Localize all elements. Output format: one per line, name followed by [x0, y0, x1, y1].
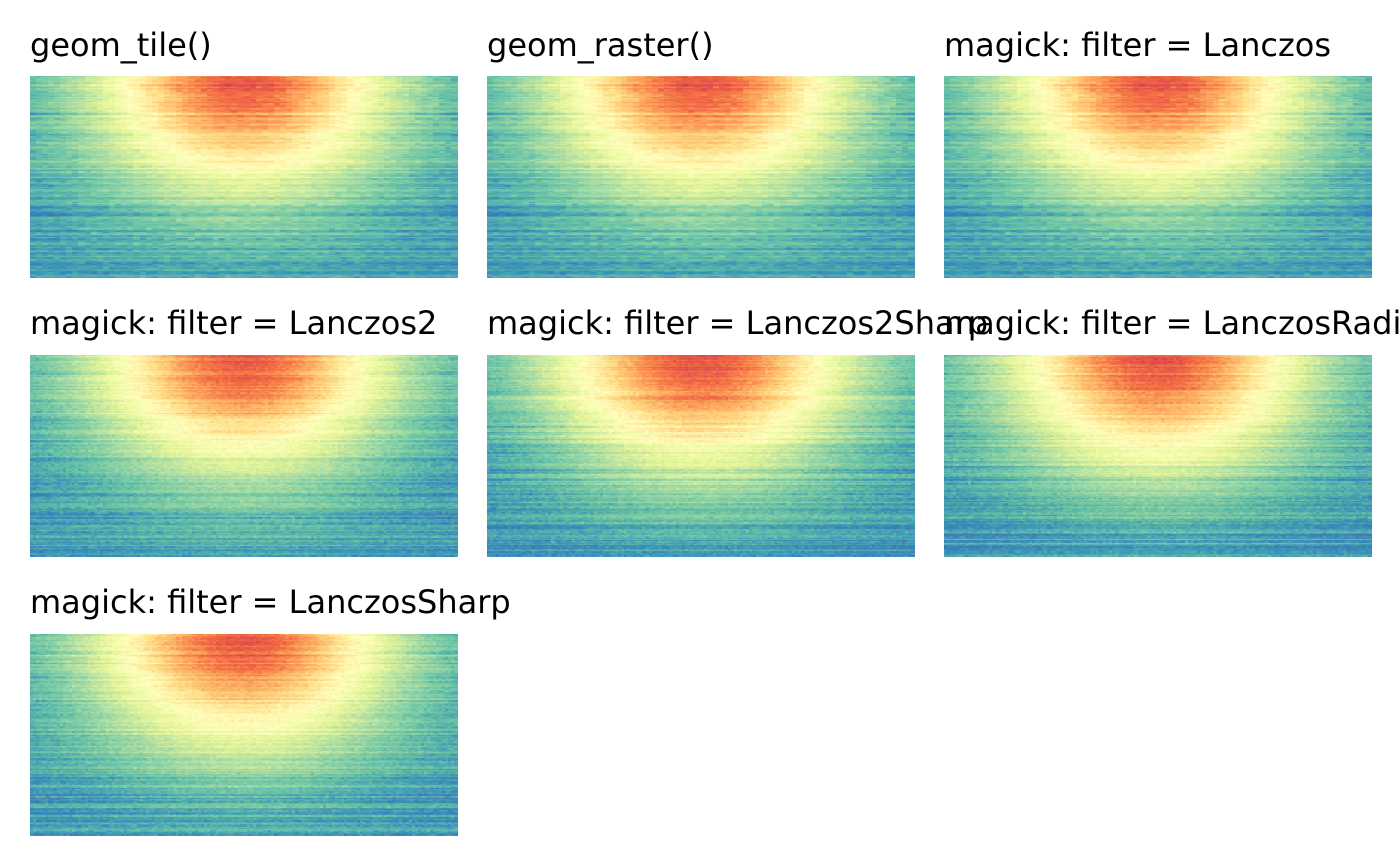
panel-title-geom-tile: geom_tile() [30, 26, 212, 64]
panel-title-lanczos2: magick: filter = Lanczos2 [30, 304, 438, 342]
panel-title-geom-raster: geom_raster() [487, 26, 714, 64]
heatmap-geom-raster [487, 76, 915, 278]
heatmap-lanczos [944, 76, 1372, 278]
heatmap-geom-tile [30, 76, 458, 278]
heatmap-lanczosradius [944, 355, 1372, 557]
heatmap-lanczos2 [30, 355, 458, 557]
panel-title-lanczos: magick: filter = Lanczos [944, 26, 1332, 64]
panel-title-lanczos2sharp: magick: filter = Lanczos2Sharp [487, 304, 989, 342]
panel-title-lanczossharp: magick: filter = LanczosSharp [30, 583, 511, 621]
heatmap-lanczos2sharp [487, 355, 915, 557]
heatmap-lanczossharp [30, 634, 458, 836]
panel-title-lanczosradius: magick: filter = LanczosRadius [944, 304, 1400, 342]
